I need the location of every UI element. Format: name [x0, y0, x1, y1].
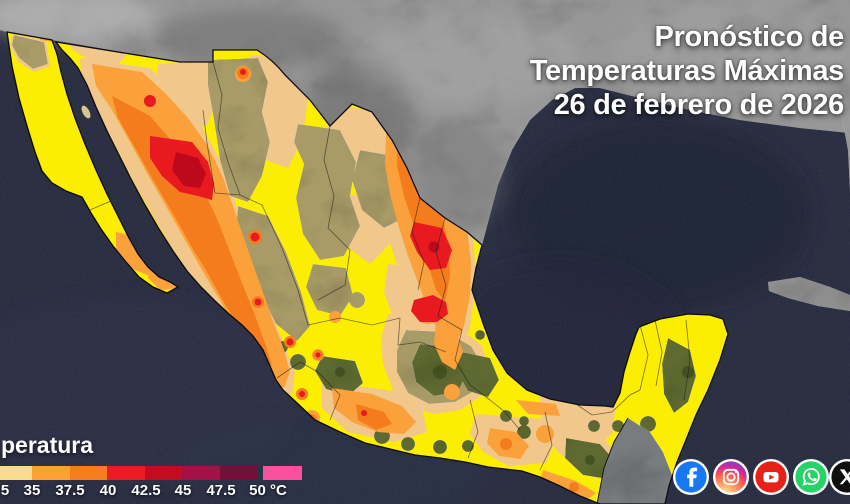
forecast-title: Pronóstico de Temperaturas Máximas 26 de… [529, 20, 845, 122]
legend-tick: 40 [99, 482, 117, 499]
legend-swatch [107, 466, 145, 480]
legend-tick: 5 [0, 482, 10, 499]
legend-tick: 47.5 [206, 482, 236, 499]
title-line-2: Temperaturas Máximas [529, 55, 845, 87]
legend-swatch [0, 466, 32, 480]
legend-swatch [182, 466, 220, 480]
legend-tick-labels: 5 35 37.5 40 42.5 45 47.5 50 °C [0, 482, 330, 502]
legend-swatch [70, 466, 107, 480]
legend-title: peratura [1, 432, 94, 458]
legend-tick: 42.5 [131, 482, 161, 499]
gulf-island [81, 105, 91, 119]
social-link-x[interactable] [829, 459, 850, 495]
whatsapp-icon [793, 459, 829, 495]
legend-swatch [32, 466, 70, 480]
social-link-whatsapp[interactable] [793, 459, 829, 495]
legend-swatch [220, 466, 257, 480]
state-borders [89, 61, 691, 471]
social-link-youtube[interactable] [753, 459, 789, 495]
youtube-icon [753, 459, 789, 495]
legend-tick: 45 [174, 482, 192, 499]
legend-tick: 37.5 [55, 482, 85, 499]
legend-color-bar [0, 466, 302, 480]
social-link-instagram[interactable] [713, 459, 749, 495]
x-icon [829, 459, 850, 495]
temperature-surface [10, 32, 696, 504]
title-line-3: 26 de febrero de 2026 [553, 89, 845, 121]
legend-swatch [145, 466, 182, 480]
legend-tick: 50 °C [249, 482, 287, 499]
legend-tick: 35 [23, 482, 41, 499]
social-link-facebook[interactable] [673, 459, 709, 495]
facebook-icon [673, 459, 709, 495]
legend-swatch [263, 466, 302, 480]
guatemala-landmass [597, 418, 676, 504]
temperature-legend: peratura 5 35 37.5 40 42.5 45 47.5 50 °C [0, 428, 330, 504]
title-line-1: Pronóstico de [654, 21, 845, 53]
instagram-icon [713, 459, 749, 495]
